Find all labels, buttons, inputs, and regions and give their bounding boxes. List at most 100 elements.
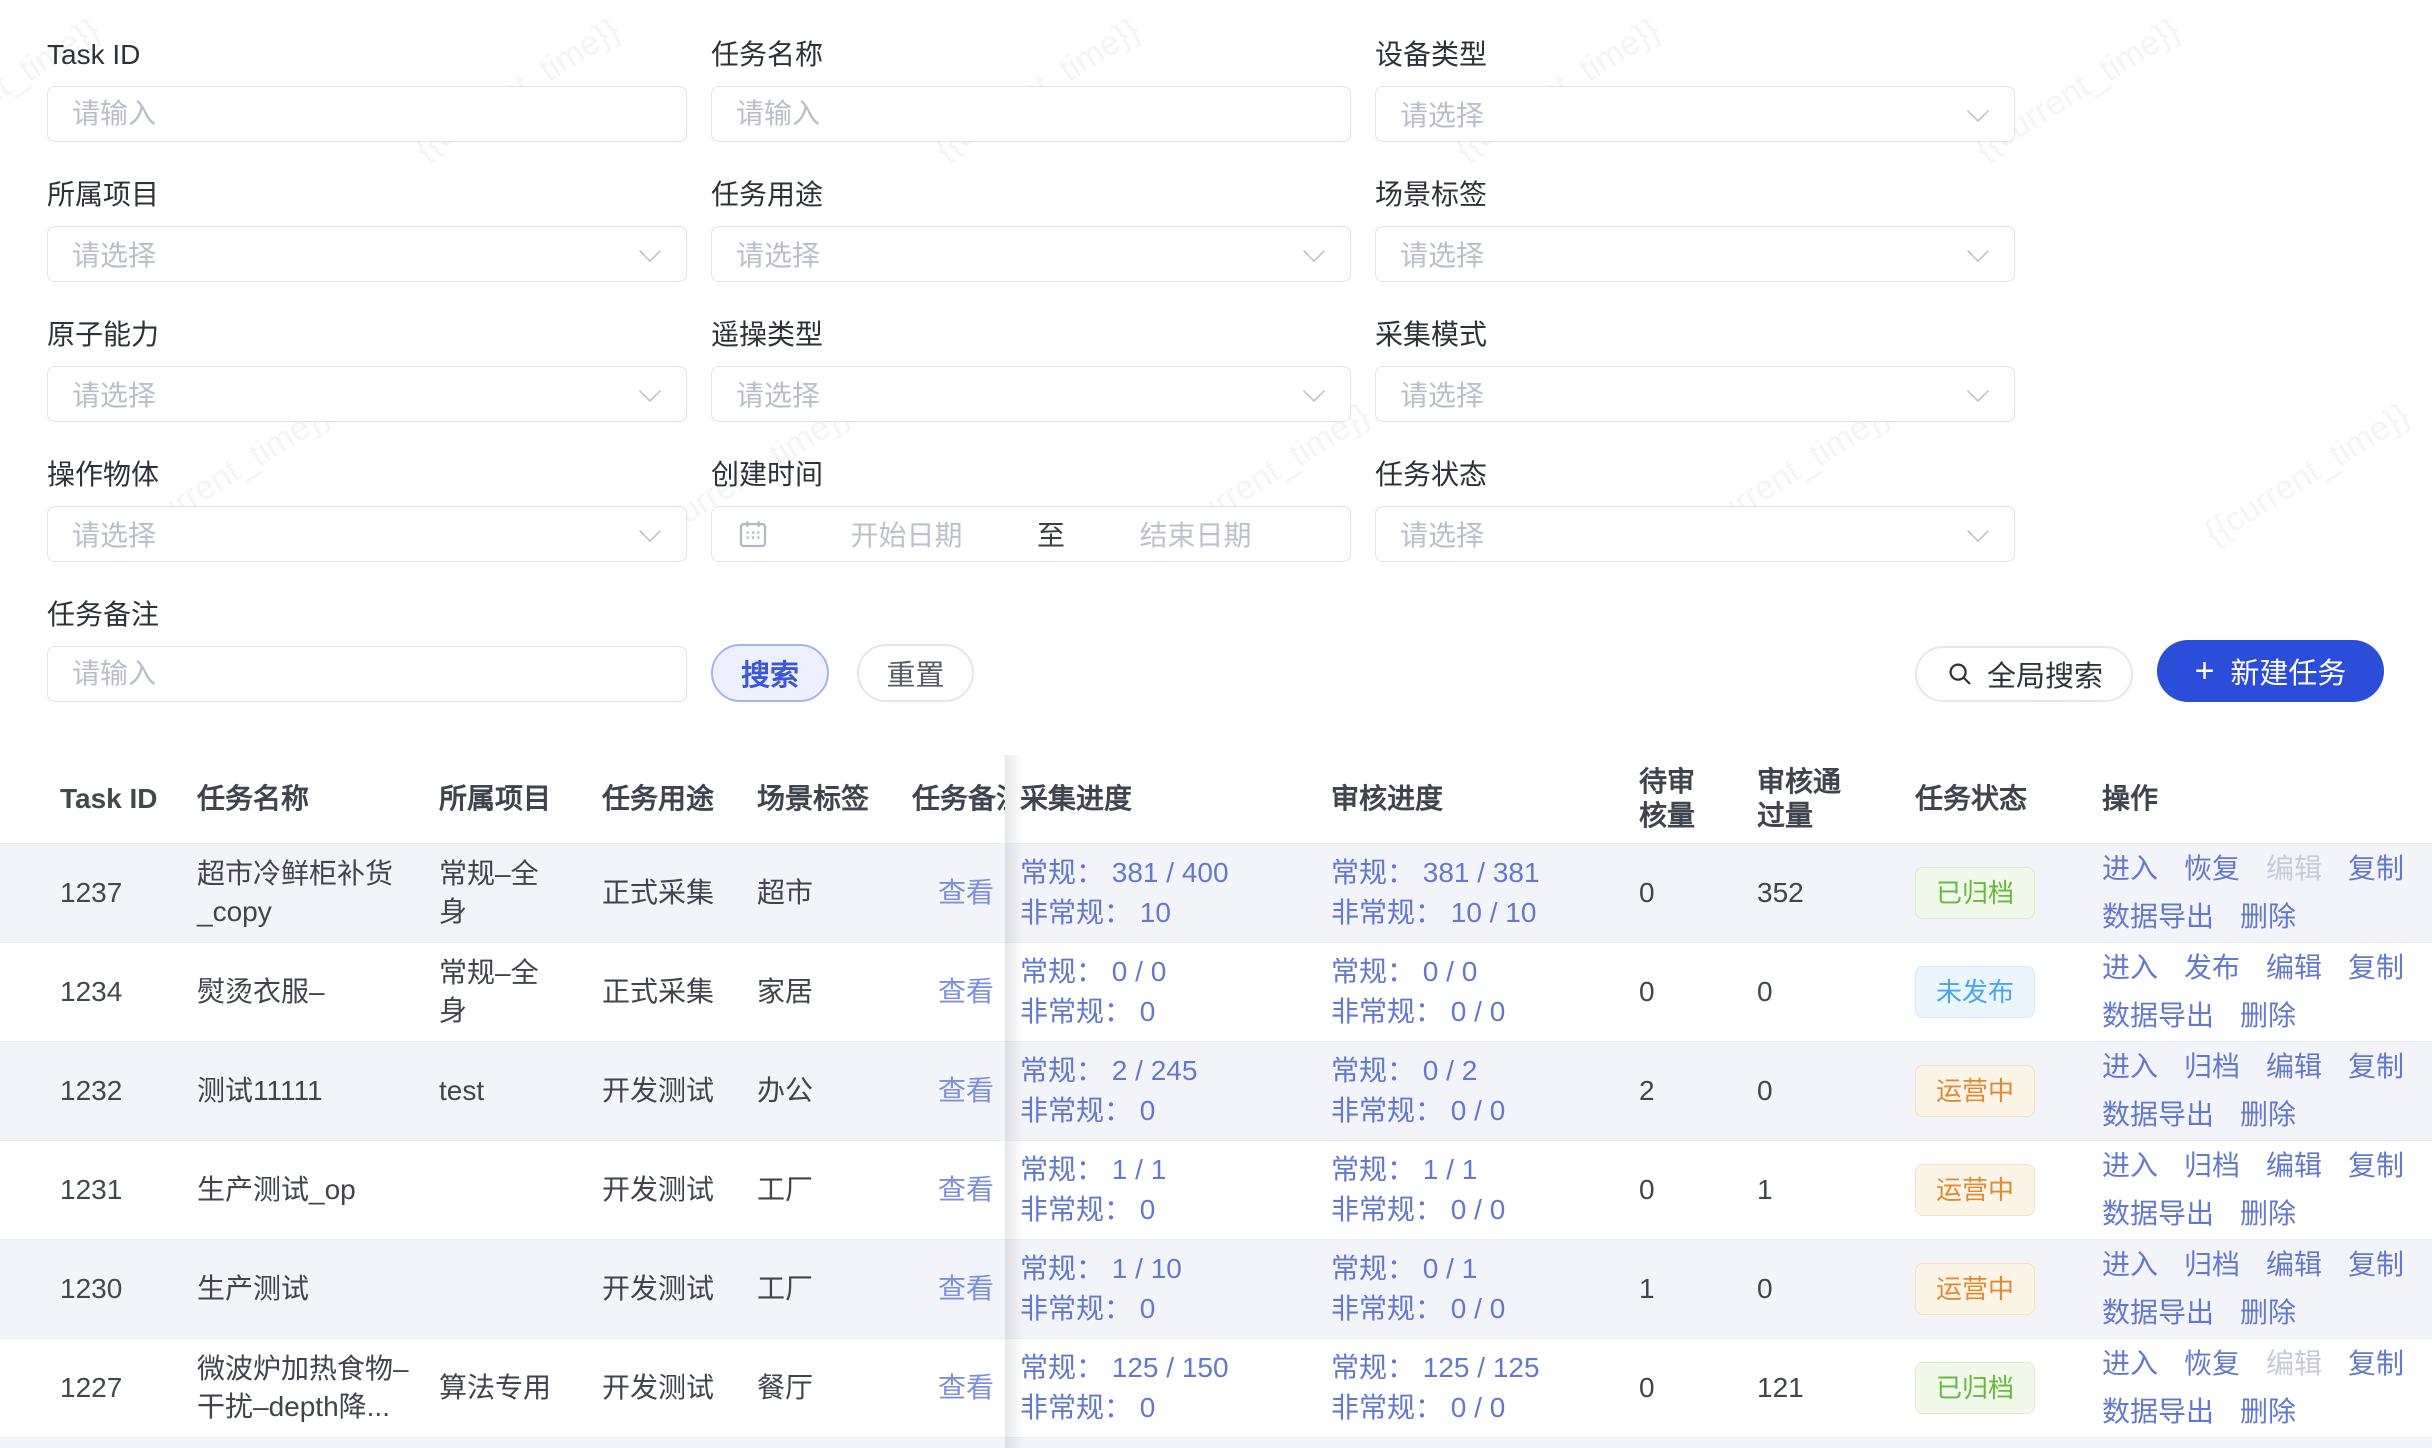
view-remark-link[interactable]: 查看 <box>938 877 995 908</box>
remark-cell: 查看 <box>912 1269 1005 1309</box>
atomic-capability-select[interactable]: 请选择 <box>47 366 687 422</box>
data-export-action-link[interactable]: 数据导出 <box>2102 1396 2215 1427</box>
field-label: 创建时间 <box>711 459 824 490</box>
field-collection-mode: 采集模式 请选择 <box>1375 320 2015 422</box>
archive-action-link[interactable]: 归档 <box>2184 1249 2241 1280</box>
publish-action-link[interactable]: 发布 <box>2184 952 2241 983</box>
copy-action-link[interactable]: 复制 <box>2348 853 2405 884</box>
restore-action-link[interactable]: 恢复 <box>2184 853 2241 884</box>
task-id-cell: 1232 <box>60 1075 123 1106</box>
delete-action-link[interactable]: 删除 <box>2240 1396 2297 1427</box>
device-type-select[interactable]: 请选择 <box>1375 86 2015 142</box>
collect-normal: 常规： 0 / 0 <box>1020 956 1167 987</box>
review-normal: 常规： 1 / 1 <box>1331 1154 1478 1185</box>
delete-action-link[interactable]: 删除 <box>2240 1099 2297 1130</box>
restore-action-link[interactable]: 恢复 <box>2184 1348 2241 1379</box>
create-task-button[interactable]: + 新建任务 <box>2157 640 2384 702</box>
project-select[interactable]: 请选择 <box>47 226 687 282</box>
status-cell: 运营中 <box>1915 1262 2102 1316</box>
purpose-cell: 开发测试 <box>602 1075 715 1106</box>
view-remark-link[interactable]: 查看 <box>938 1372 995 1403</box>
task-purpose-select[interactable]: 请选择 <box>711 226 1351 282</box>
collect-normal: 常规： 2 / 245 <box>1020 1055 1198 1086</box>
row-fixed-cells: 1230 生产测试 开发测试 工厂 查看 <box>0 1240 1005 1338</box>
header-status: 任务状态 <box>1915 783 2028 814</box>
row-fixed-cells: 1237 超市冷鲜柜补货 _copy 常规–全 身 正式采集 超市 查看 <box>0 844 1005 942</box>
reset-button[interactable]: 重置 <box>857 644 974 702</box>
approved-count-cell: 352 <box>1757 877 1804 908</box>
row-scroll-cells: 常规： 1 / 1 非常规： 0 常规： 1 / 1 非常规： 0 / 0 0 … <box>1005 1141 2432 1239</box>
table-row: 1231 生产测试_op 开发测试 工厂 查看 常规： 1 / 1 非常规： 0… <box>0 1140 2432 1239</box>
enter-action-link[interactable]: 进入 <box>2102 853 2159 884</box>
view-remark-link[interactable]: 查看 <box>938 1075 995 1106</box>
delete-action-link[interactable]: 删除 <box>2240 901 2297 932</box>
actions-cell: 进入 归档 编辑 复制数据导出 删除 <box>2102 1245 2432 1333</box>
review-progress-cell: 常规： 125 / 125 非常规： 0 / 0 <box>1331 1348 1629 1428</box>
data-export-action-link[interactable]: 数据导出 <box>2102 1000 2215 1031</box>
review-abnormal: 非常规： 0 / 0 <box>1331 1392 1506 1423</box>
teleop-type-select[interactable]: 请选择 <box>711 366 1351 422</box>
select-placeholder: 请选择 <box>736 240 821 271</box>
table-row-partial <box>0 1437 2432 1448</box>
status-badge: 已归档 <box>1915 1361 2036 1415</box>
review-abnormal: 非常规： 0 / 0 <box>1331 1095 1506 1126</box>
copy-action-link[interactable]: 复制 <box>2348 1249 2405 1280</box>
purpose-cell: 正式采集 <box>602 976 715 1007</box>
plus-icon: + <box>2194 652 2215 690</box>
collect-abnormal: 非常规： 0 <box>1020 1392 1156 1423</box>
data-export-action-link[interactable]: 数据导出 <box>2102 1099 2215 1130</box>
edit-action-link[interactable]: 编辑 <box>2266 1249 2323 1280</box>
enter-action-link[interactable]: 进入 <box>2102 1150 2159 1181</box>
search-button[interactable]: 搜索 <box>711 644 829 702</box>
task-name-cell: 测试11111 <box>197 1075 323 1106</box>
edit-action-link[interactable]: 编辑 <box>2266 1150 2323 1181</box>
review-progress-cell: 常规： 381 / 381 非常规： 10 / 10 <box>1331 853 1629 933</box>
archive-action-link[interactable]: 归档 <box>2184 1051 2241 1082</box>
task-status-select[interactable]: 请选择 <box>1375 506 2015 562</box>
header-scroll-cells: 采集进度 审核进度 待审 核量 审核通 过量 任务状态 操作 <box>1005 765 2432 833</box>
task-name-input[interactable] <box>711 86 1351 142</box>
copy-action-link[interactable]: 复制 <box>2348 1150 2405 1181</box>
data-export-action-link[interactable]: 数据导出 <box>2102 901 2215 932</box>
delete-action-link[interactable]: 删除 <box>2240 1297 2297 1328</box>
create-time-range-picker[interactable]: 开始日期 至 结束日期 <box>711 506 1351 562</box>
pending-count-cell: 0 <box>1639 877 1655 908</box>
copy-action-link[interactable]: 复制 <box>2348 1348 2405 1379</box>
collection-mode-select[interactable]: 请选择 <box>1375 366 2015 422</box>
remark-cell: 查看 <box>912 1368 1005 1408</box>
enter-action-link[interactable]: 进入 <box>2102 952 2159 983</box>
task-remark-input[interactable] <box>47 646 687 702</box>
scene-tag-select[interactable]: 请选择 <box>1375 226 2015 282</box>
operation-object-select[interactable]: 请选择 <box>47 506 687 562</box>
global-search-button[interactable]: 全局搜索 <box>1915 646 2133 702</box>
copy-action-link[interactable]: 复制 <box>2348 952 2405 983</box>
edit-action-link[interactable]: 编辑 <box>2266 952 2323 983</box>
edit-action-link[interactable]: 编辑 <box>2266 1051 2323 1082</box>
collect-progress-cell: 常规： 1 / 1 非常规： 0 <box>1005 1150 1331 1230</box>
view-remark-link[interactable]: 查看 <box>938 976 995 1007</box>
edit-action-link: 编辑 <box>2266 1348 2323 1379</box>
data-export-action-link[interactable]: 数据导出 <box>2102 1297 2215 1328</box>
enter-action-link[interactable]: 进入 <box>2102 1249 2159 1280</box>
view-remark-link[interactable]: 查看 <box>938 1174 995 1205</box>
scene-cell: 办公 <box>757 1075 814 1106</box>
select-placeholder: 请选择 <box>72 380 157 411</box>
header-task-id: Task ID <box>60 783 158 814</box>
approved-count-cell: 0 <box>1757 1273 1773 1304</box>
archive-action-link[interactable]: 归档 <box>2184 1150 2241 1181</box>
delete-action-link[interactable]: 删除 <box>2240 1000 2297 1031</box>
scene-cell: 餐厅 <box>757 1372 814 1403</box>
chevron-down-icon <box>638 519 662 543</box>
enter-action-link[interactable]: 进入 <box>2102 1051 2159 1082</box>
enter-action-link[interactable]: 进入 <box>2102 1348 2159 1379</box>
task-id-input[interactable] <box>47 86 687 142</box>
data-export-action-link[interactable]: 数据导出 <box>2102 1198 2215 1229</box>
chevron-down-icon <box>1302 239 1326 263</box>
review-progress-cell: 常规： 1 / 1 非常规： 0 / 0 <box>1331 1150 1629 1230</box>
delete-action-link[interactable]: 删除 <box>2240 1198 2297 1229</box>
row-fixed-cells: 1234 熨烫衣服– 常规–全 身 正式采集 家居 查看 <box>0 943 1005 1041</box>
copy-action-link[interactable]: 复制 <box>2348 1051 2405 1082</box>
header-fixed-cells: Task ID 任务名称 所属项目 任务用途 场景标签 任务备注 <box>0 779 1005 819</box>
view-remark-link[interactable]: 查看 <box>938 1273 995 1304</box>
task-id-cell: 1230 <box>60 1273 123 1304</box>
